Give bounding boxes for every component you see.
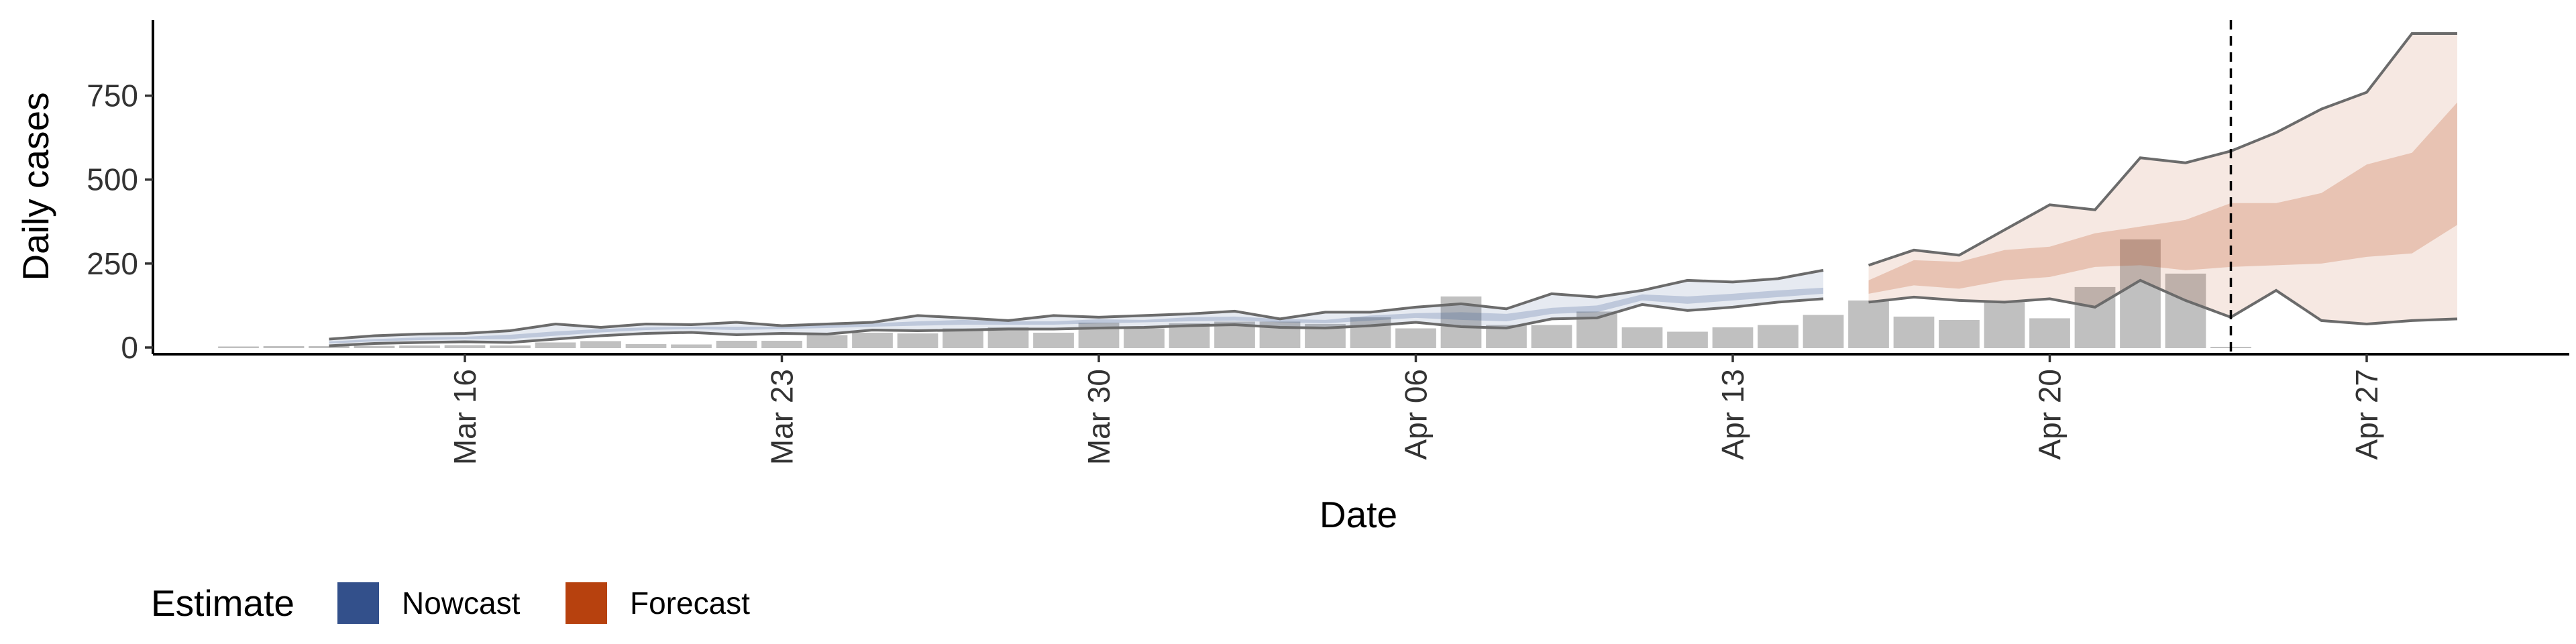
legend-label-nowcast: Nowcast [402,586,521,621]
bar [1667,331,1708,348]
bar [2074,286,2116,348]
forecast-upper-line [1868,32,2457,267]
y-tick-label: 500 [87,162,138,197]
x-tick-label: Apr 27 [2349,369,2384,460]
x-tick-label: Apr 13 [1715,369,1750,460]
bands-layer [329,34,2457,346]
bar [1893,316,1935,348]
legend: Estimate Nowcast Forecast [151,582,750,624]
y-axis-title: Daily cases [15,92,56,280]
bar [1984,302,2025,348]
bar [1803,315,1844,348]
bar [399,345,440,348]
bar [1124,328,1165,348]
bars-layer [218,239,2251,348]
bar [1350,317,1391,348]
bar [897,333,938,348]
legend-swatch-forecast [566,582,607,624]
bar [2120,239,2161,348]
bar [943,328,983,348]
bar [580,341,621,348]
x-tick-label: Apr 06 [1399,369,1434,460]
bar [1712,327,1754,348]
lines-layer [329,20,2458,354]
bar [1621,327,1663,348]
forecast-band-90 [1868,34,2457,324]
bar [535,342,576,348]
bar [354,345,395,348]
bar [218,346,259,348]
forecast-lower-line [1868,278,2458,326]
bar [2165,273,2206,348]
forecast-band-50 [1868,102,2457,294]
bar [1939,319,1980,348]
bar [2029,318,2070,348]
axes-layer: 0 250 500 750 Mar 16 Mar 23 Mar 30 Apr 06 Apr 13… [87,20,2569,465]
y-tick-label: 250 [87,246,138,281]
x-tick-label: Mar 30 [1081,369,1116,465]
x-tick-label: Mar 16 [447,369,482,465]
bar [761,340,802,348]
bar [263,345,305,348]
x-tick-label: Mar 23 [765,369,800,465]
y-tick-label: 0 [121,330,138,365]
legend-swatch-nowcast [337,582,379,624]
nowcast-upper-line [329,268,1824,341]
x-tick-label: Apr 20 [2033,369,2068,460]
legend-label-forecast: Forecast [630,586,750,621]
bar [852,332,893,348]
x-axis-title: Date [1320,494,1397,535]
bar [490,345,531,348]
nowcast-band-50 [329,287,1823,343]
y-tick-label: 750 [87,78,138,113]
bar [625,343,667,348]
nowcast-lower-line [329,297,1824,347]
bar [716,340,757,348]
bar [1758,325,1799,348]
bar [1033,332,1074,348]
bar [806,335,848,348]
bar [1395,328,1436,348]
bar [1848,300,1889,348]
bar [671,344,712,348]
bar [444,345,486,348]
nowcast-band-90 [329,270,1823,346]
bar [1531,325,1572,348]
bar [987,327,1029,348]
legend-title: Estimate [151,582,294,624]
bar [309,345,350,348]
